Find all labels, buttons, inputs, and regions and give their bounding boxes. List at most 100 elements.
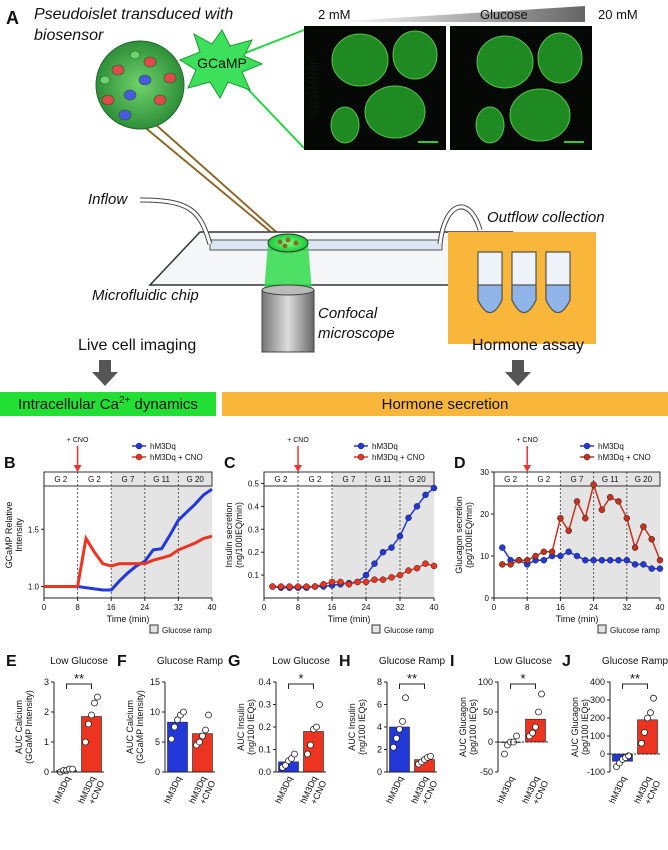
series-point xyxy=(548,548,556,556)
data-point xyxy=(313,723,320,731)
legend-swatch xyxy=(357,453,365,461)
x-tick-label: hM3Dq+CNO xyxy=(409,775,439,810)
series-point xyxy=(499,561,506,568)
x-tick-label: 0 xyxy=(42,603,47,612)
section-sup: 2+ xyxy=(119,395,131,406)
data-point xyxy=(88,711,95,719)
x-tick-label: hM3Dq+CNO xyxy=(76,775,106,810)
x-tick-label: 16 xyxy=(556,603,565,612)
series-point xyxy=(557,514,564,522)
y-axis-label: (ng/100 IEQs) xyxy=(357,699,367,755)
legend-label: hM3Dq xyxy=(372,442,398,451)
data-point xyxy=(532,723,539,731)
series-point xyxy=(590,556,597,564)
data-point xyxy=(199,732,206,740)
y-axis-label: (pg/100 IEQs) xyxy=(468,699,478,755)
data-point xyxy=(91,699,98,707)
y-tick-label: 0.3 xyxy=(248,525,260,534)
phase-label: G 2 xyxy=(537,475,550,484)
series-point xyxy=(640,561,647,568)
y-tick-label: 0.0 xyxy=(258,767,271,777)
bar xyxy=(167,721,188,773)
y-tick-label: 100 xyxy=(590,731,605,741)
annotation-arrowhead xyxy=(73,465,82,472)
series-point xyxy=(371,560,378,567)
x-tick-line: hM3Dq xyxy=(495,775,516,806)
cells xyxy=(99,50,177,121)
data-point xyxy=(501,750,508,758)
glucose-label: Glucose xyxy=(480,7,528,22)
glucose-high: 20 mM xyxy=(598,7,638,22)
assay-label: Hormone assay xyxy=(472,337,584,354)
y-tick-label: 1.0 xyxy=(28,583,40,592)
y-axis-label: (pg/100 IEQs) xyxy=(580,699,590,755)
legend-swatch xyxy=(583,453,591,461)
y-axis-label: AUC Glucagon xyxy=(570,697,580,757)
phase-label: G 2 xyxy=(504,475,517,484)
y-tick-label: 1.5 xyxy=(28,525,40,534)
y-tick-label: 0 xyxy=(44,767,49,777)
phase-label: G 2 xyxy=(309,475,322,484)
arrow-down xyxy=(92,360,118,386)
series-point xyxy=(640,523,647,530)
series-point xyxy=(532,552,539,560)
series-point xyxy=(557,552,564,560)
ramp-shade xyxy=(593,472,627,598)
series-point xyxy=(615,498,622,505)
annotation-arrowhead xyxy=(523,465,532,472)
series-point xyxy=(656,565,664,572)
objective xyxy=(261,289,315,353)
y-tick-label: 4 xyxy=(377,722,382,732)
y-axis-label: (pg/100IEQ/min) xyxy=(464,502,474,568)
x-tick-label: 32 xyxy=(174,603,183,612)
series-point xyxy=(379,548,387,556)
x-tick-label: 40 xyxy=(208,603,217,612)
data-point xyxy=(538,690,545,698)
y-axis-label: (ng/100IEQ/min) xyxy=(234,502,244,568)
series-point xyxy=(507,561,514,568)
data-point xyxy=(393,734,400,742)
panel-letter: E xyxy=(6,653,17,670)
phase-label: G 7 xyxy=(571,475,584,484)
panel-title: Pseudoislet transduced with xyxy=(34,6,233,23)
pseudoislet xyxy=(95,40,185,130)
ramp-shade xyxy=(560,472,594,598)
section-bar xyxy=(222,392,668,416)
panel-letter: B xyxy=(4,455,16,472)
data-point xyxy=(535,708,542,716)
legend-label: hM3Dq + CNO xyxy=(150,453,203,462)
x-tick-label: hM3Dq+CNO xyxy=(298,775,328,810)
y-axis-label: Insulin secretion xyxy=(224,502,234,567)
shade-swatch xyxy=(597,624,607,634)
x-axis-label: Time (min) xyxy=(328,614,371,624)
shade-label: Glucose ramp xyxy=(384,626,434,635)
series-point xyxy=(294,583,302,590)
channel xyxy=(209,239,443,251)
y-tick-label: 0.2 xyxy=(258,722,271,732)
microscope-label: Confocal xyxy=(318,305,378,322)
legend-label: hM3Dq + CNO xyxy=(372,453,425,462)
y-tick-label: 6 xyxy=(377,700,382,710)
x-tick-label: hM3Dq xyxy=(51,775,72,806)
data-point xyxy=(171,723,178,731)
series-point xyxy=(396,571,404,579)
series-point xyxy=(606,493,614,501)
data-point xyxy=(427,752,434,760)
data-point xyxy=(85,720,92,728)
series-line xyxy=(44,534,213,589)
outflow-label: Outflow collection xyxy=(487,209,605,226)
series-point xyxy=(573,498,581,505)
y-tick-label: 0.1 xyxy=(248,571,260,580)
series-point xyxy=(523,556,531,564)
y-axis-label: (GCaMP Intensity) xyxy=(135,690,145,764)
glucose-low: 2 mM xyxy=(318,7,351,22)
y-axis-label: Glucagon secretion xyxy=(454,496,464,574)
significance-bracket xyxy=(622,683,648,689)
imaging-label: Live cell imaging xyxy=(78,337,196,354)
series-point xyxy=(540,556,548,564)
series-point xyxy=(573,552,581,560)
chip-label: Microfluidic chip xyxy=(92,287,199,304)
x-tick-line: hM3Dq xyxy=(273,775,294,806)
data-point xyxy=(650,694,657,702)
